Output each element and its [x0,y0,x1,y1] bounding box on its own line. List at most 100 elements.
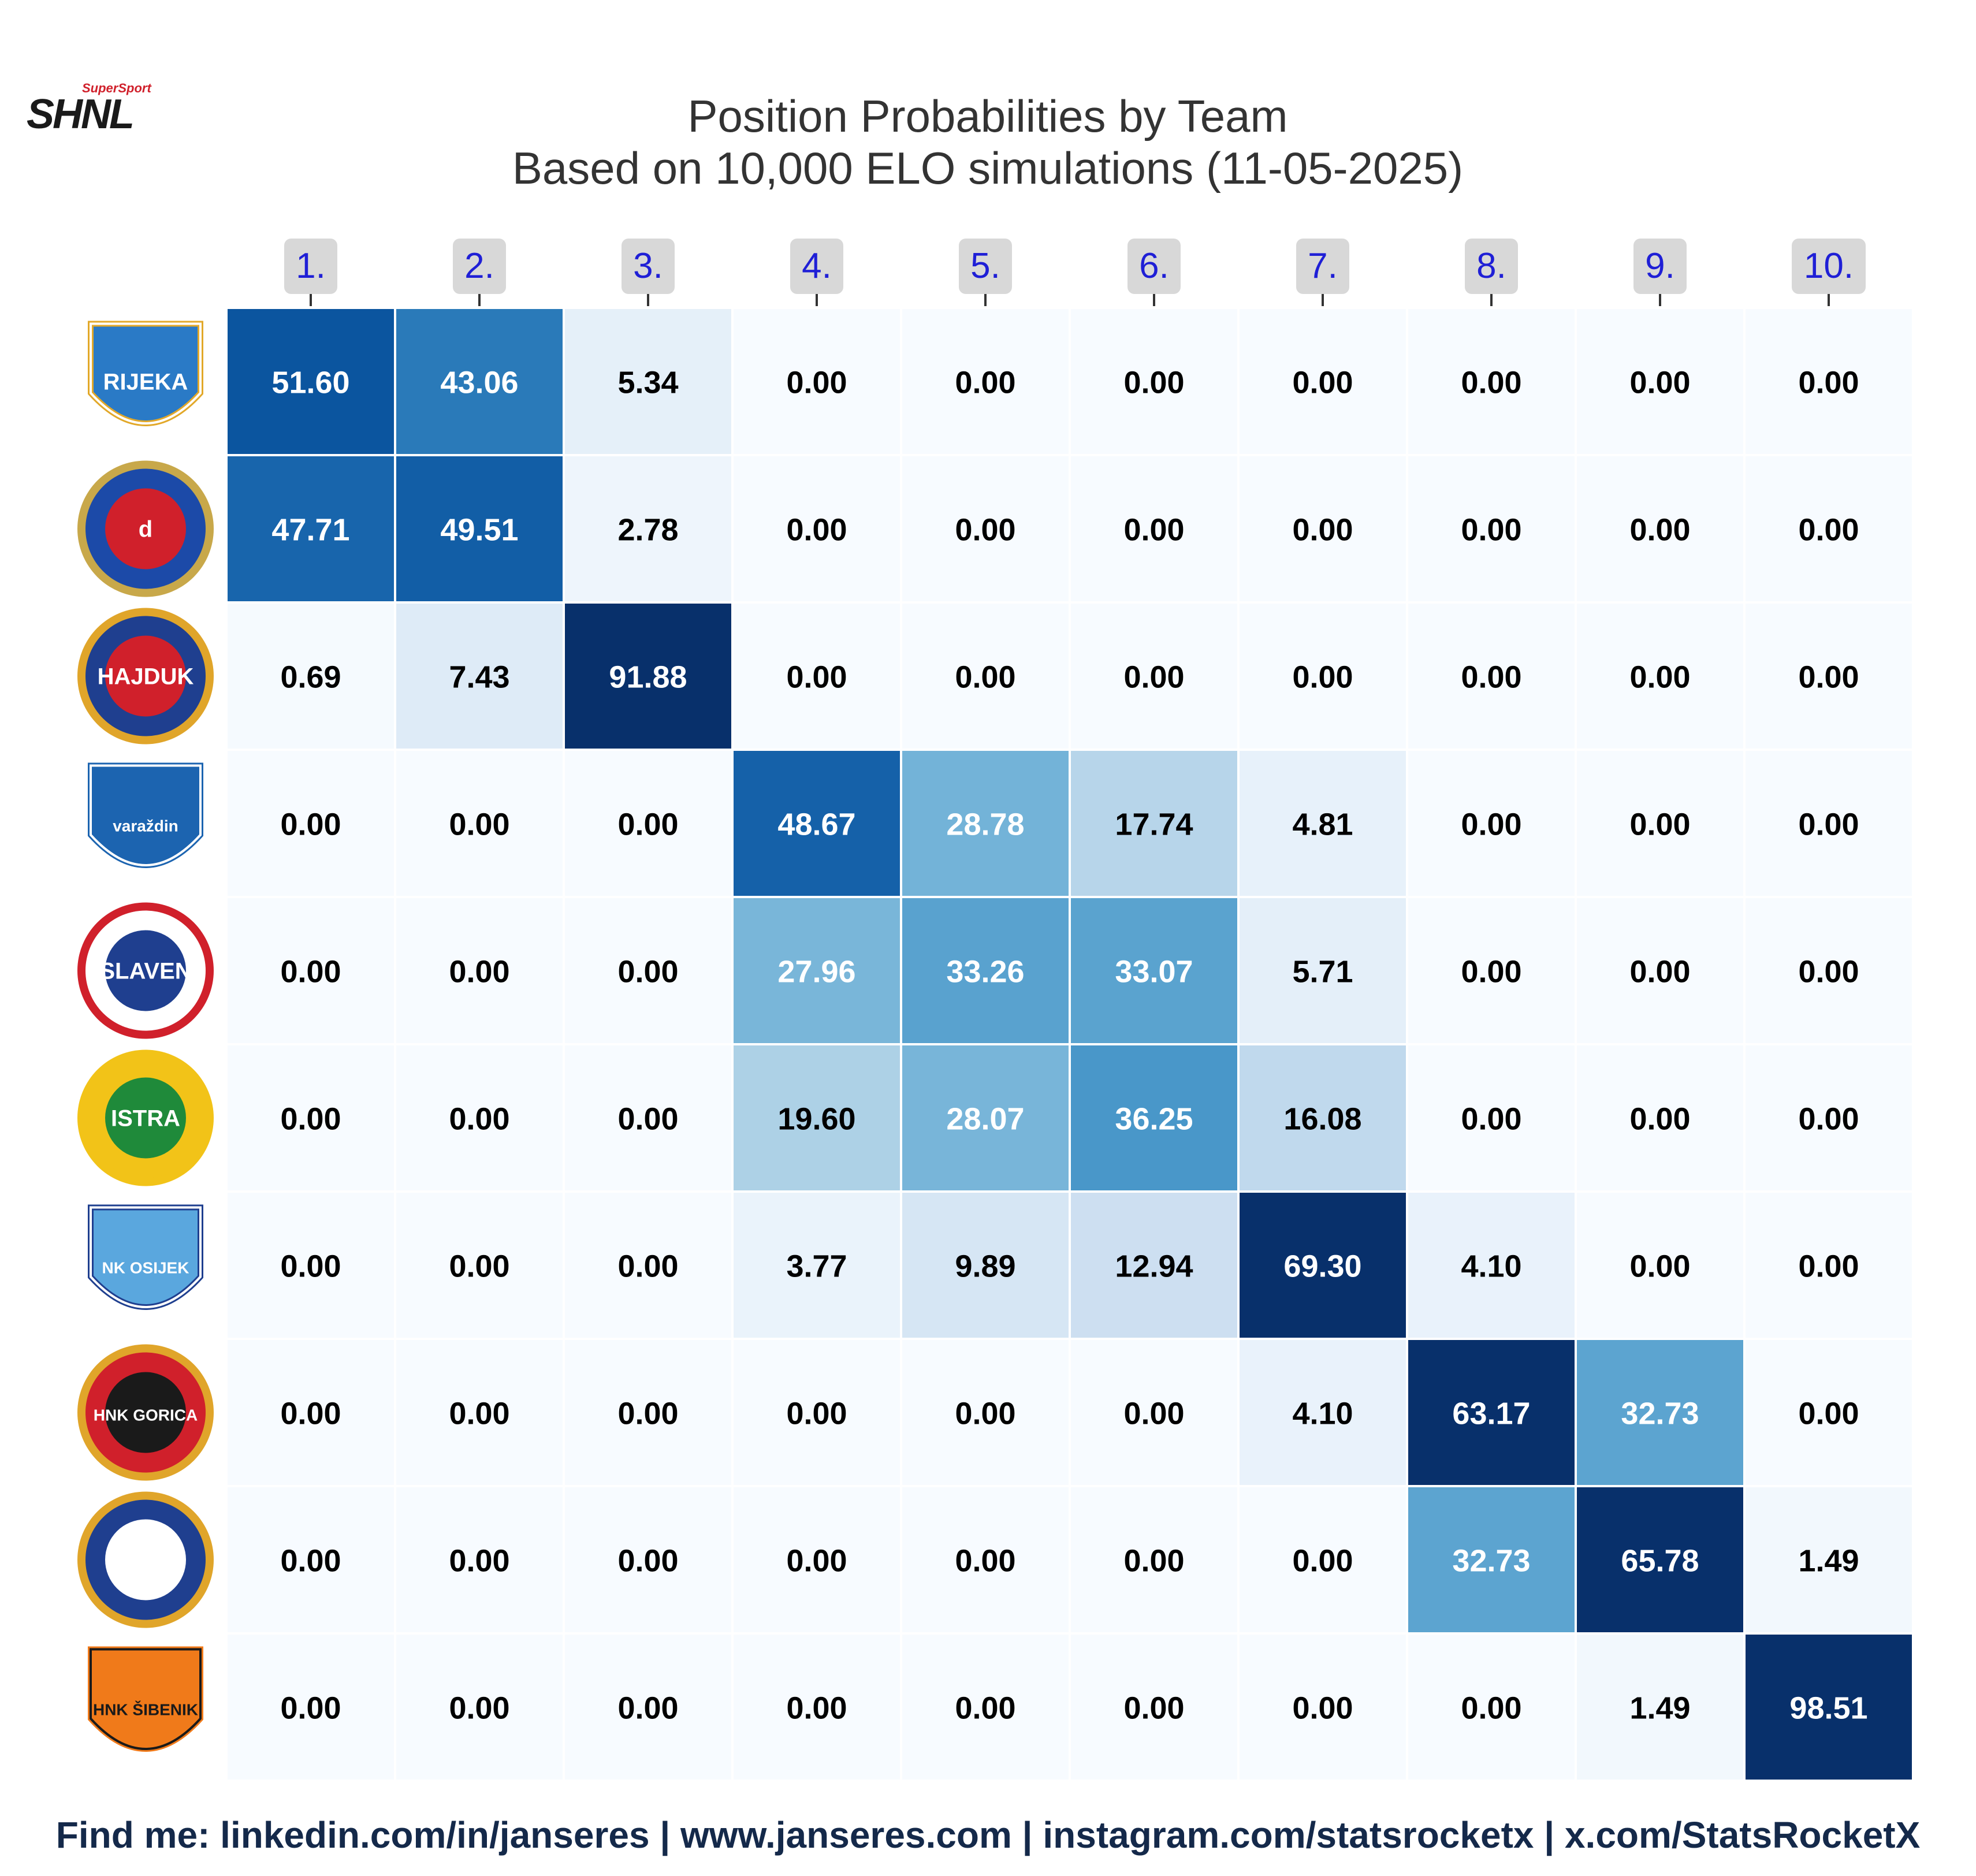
cell-value-label: 0.00 [955,1397,1015,1431]
cell-value-label: 0.00 [1629,1102,1690,1137]
heatmap-cell [565,751,731,896]
logo-big-text: SHNL [27,91,133,137]
cell-value-label: 48.67 [777,807,855,842]
cell-value-label: 0.00 [617,955,678,989]
heatmap-cell [1071,456,1237,601]
crest-label: d [139,517,152,542]
heatmap-cell [396,309,563,454]
column-header-box [1127,239,1181,294]
column-header-label: 1. [296,246,326,286]
crest-label: 1914 [120,1548,172,1573]
cell-value-label: 0.00 [1461,366,1521,400]
heatmap-cell [1240,309,1406,454]
heatmap-cell [1577,1635,1743,1780]
cell-value-label: 28.07 [946,1102,1024,1137]
heatmap-cell [228,1340,394,1485]
cell-value-label: 4.81 [1292,807,1353,842]
heatmap-cell [1071,1635,1237,1780]
cell-value-label: 47.71 [271,513,349,548]
cell-value-label: 0.00 [1292,660,1353,695]
cell-value-label: 0.00 [1798,1397,1859,1431]
heatmap-cell [1577,898,1743,1043]
heatmap-cell [228,1045,394,1190]
column-header-box [284,239,337,294]
cell-value-label: 9.89 [955,1249,1015,1284]
cell-value-label: 0.00 [955,1544,1015,1579]
heatmap-cell [228,604,394,749]
column-headers: 1. 2. 3. 4. 5. 6. 7. 8. 9. 10. [284,239,1866,306]
cell-value-label: 0.00 [1798,807,1859,842]
heatmap-cell [565,456,731,601]
cell-value-label: 0.69 [280,660,341,695]
heatmap-cell [1071,309,1237,454]
heatmap-cell [396,604,563,749]
column-header-label: 5. [970,246,1000,286]
cell-value-label: 4.10 [1461,1249,1521,1284]
cell-value-label: 0.00 [1629,366,1690,400]
cell-value-label: 5.71 [1292,955,1353,989]
crest-label: varaždin [113,817,178,835]
cell-value-label: 0.00 [280,1249,341,1284]
heatmap-cell [565,1193,731,1338]
heatmap-cell [1577,1487,1743,1632]
heatmap-cell [1577,1340,1743,1485]
heatmap-cell [1408,309,1575,454]
team-crests: RIJEKA d HAJDUK varaždin SLAVEN ISTRA NK OSIJE… [77,321,214,1752]
cell-value-label: 0.00 [449,955,509,989]
cell-value-label: 0.00 [617,1691,678,1726]
cell-value-label: 51.60 [271,366,349,400]
heatmap-cell [1071,751,1237,896]
cell-value-label: 19.60 [777,1102,855,1137]
heatmap-cell [902,604,1069,749]
heatmap-cell [396,898,563,1043]
heatmap-cell [1746,1193,1912,1338]
column-header-box [622,239,675,294]
cell-value-label: 0.00 [1292,1691,1353,1726]
crest-label: RIJEKA [103,370,188,395]
heatmap-cell [1577,456,1743,601]
team-crest-icon: HAJDUK [77,608,214,745]
heatmap-cell [902,1045,1069,1190]
cell-value-label: 0.00 [449,807,509,842]
heatmap-cell [734,1045,900,1190]
cell-value-label: 0.00 [280,1544,341,1579]
cell-value-label: 33.07 [1115,955,1193,989]
crest-label: SLAVEN [99,959,191,984]
cell-value-label: 0.00 [1798,660,1859,695]
cell-value-label: 0.00 [1292,513,1353,548]
cell-value-label: 0.00 [1123,366,1184,400]
heatmap-cell [1746,456,1912,601]
crest-inner [105,1077,186,1159]
cell-value-label: 0.00 [786,1397,847,1431]
heatmap-cell [734,456,900,601]
heatmap-cell [902,898,1069,1043]
heatmap-cell [1577,751,1743,896]
cell-value-label: 91.88 [609,660,687,695]
team-crest-icon: varaždin [88,762,203,868]
cell-value-label: 0.00 [1798,366,1859,400]
crest-label: HNK ŠIBENIK [93,1700,198,1719]
heatmap-cell [1577,309,1743,454]
heatmap-cell [1577,1193,1743,1338]
cell-value-label: 0.00 [1629,1249,1690,1284]
heatmap-cell [1408,898,1575,1043]
heatmap-cell [228,309,394,454]
heatmap-cell [228,1635,394,1780]
heatmap-cell [1240,898,1406,1043]
heatmap-cell [902,1340,1069,1485]
cell-value-label: 0.00 [280,1102,341,1137]
cell-value-label: 0.00 [1461,955,1521,989]
heatmap-cell [1071,1487,1237,1632]
team-crest-icon: HNK ŠIBENIK [88,1646,203,1752]
heatmap-cell [228,456,394,601]
cell-value-label: 1.49 [1798,1544,1859,1579]
cell-value-label: 0.00 [280,1397,341,1431]
heatmap-cell [1240,604,1406,749]
heatmap-cell [565,1635,731,1780]
cell-value-label: 0.00 [1461,807,1521,842]
cell-value-label: 0.00 [955,660,1015,695]
heatmap-cell [1577,1045,1743,1190]
heatmap-cell [1408,1193,1575,1338]
cell-value-label: 0.00 [617,1397,678,1431]
